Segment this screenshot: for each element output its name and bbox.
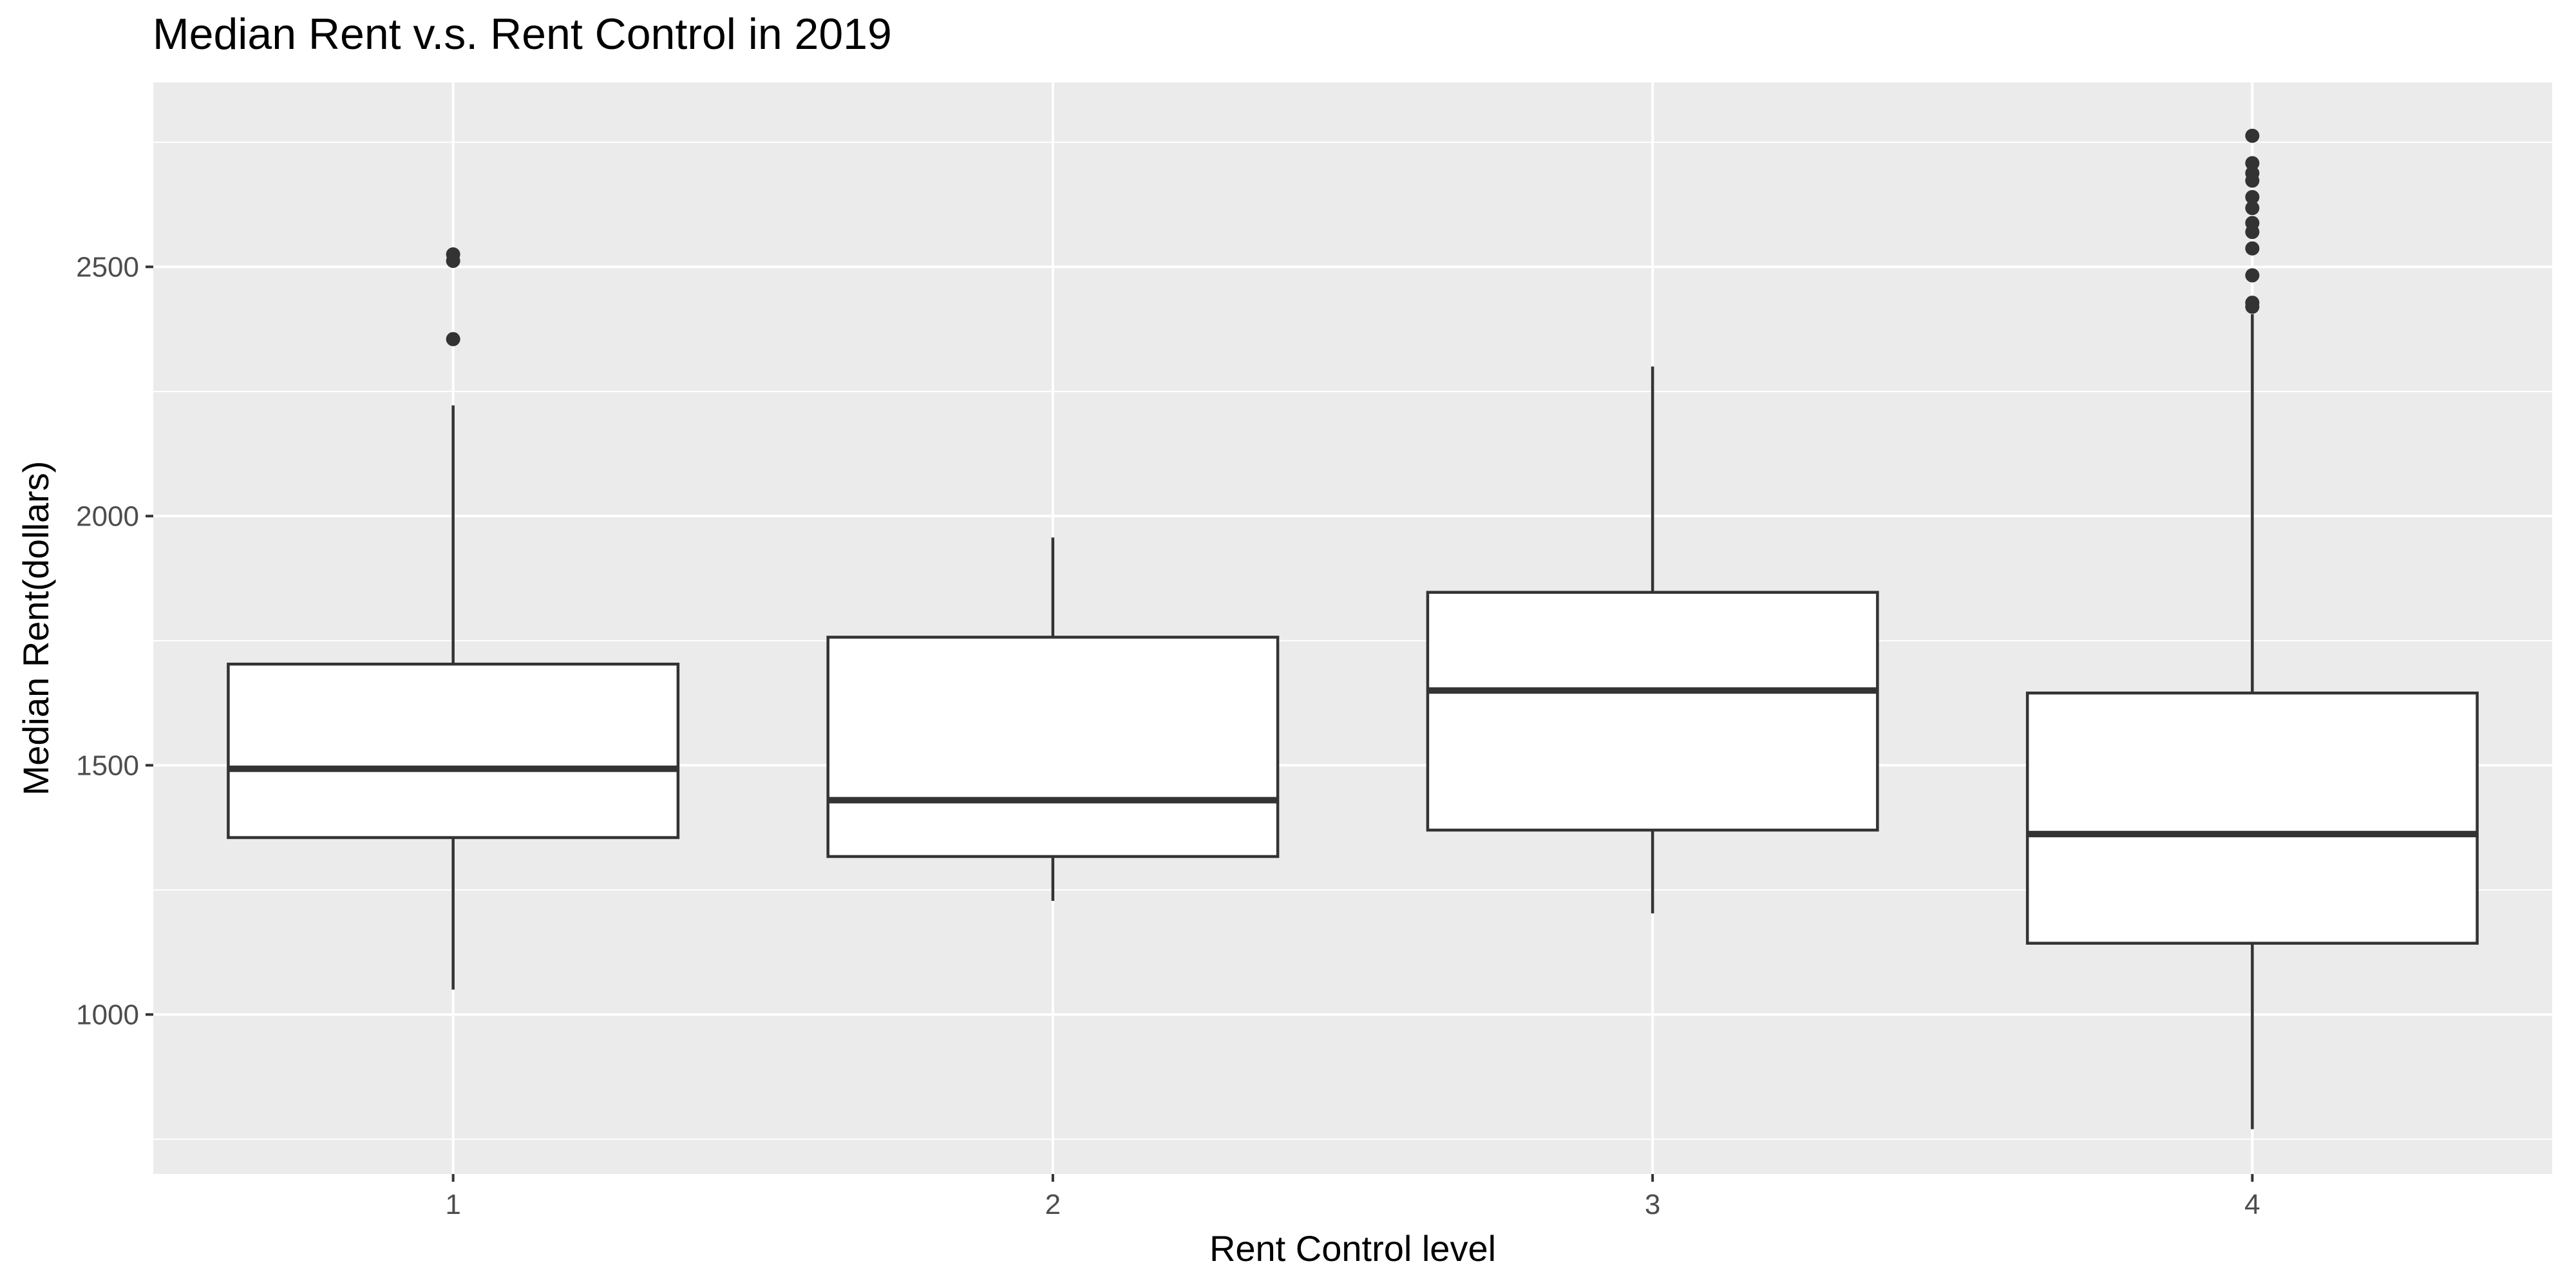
outlier-point bbox=[446, 247, 460, 262]
box-group-4 bbox=[2025, 128, 2479, 1130]
plot-panel bbox=[153, 82, 2552, 1174]
outlier-point bbox=[2245, 216, 2260, 231]
outlier-point bbox=[2245, 241, 2260, 256]
outlier-point bbox=[2245, 296, 2260, 310]
axes: 1000 1500 2000 2500 1 2 3 4 bbox=[76, 251, 2260, 1220]
y-tick-label: 2500 bbox=[76, 251, 139, 283]
boxes bbox=[227, 128, 2479, 1130]
box-group-3 bbox=[1426, 366, 1879, 914]
y-tick-label: 1500 bbox=[76, 750, 139, 781]
outlier-point bbox=[2245, 190, 2260, 205]
y-tick-label: 1000 bbox=[76, 999, 139, 1030]
y-axis-title: Median Rent(dollars) bbox=[15, 461, 56, 796]
x-tick-label: 1 bbox=[445, 1189, 460, 1220]
box-iqr bbox=[826, 636, 1280, 858]
y-tick-label: 2000 bbox=[76, 500, 139, 532]
outlier-point bbox=[446, 332, 460, 346]
outlier-point bbox=[2245, 268, 2260, 283]
outlier-point bbox=[2245, 156, 2260, 171]
x-tick-label: 2 bbox=[1045, 1189, 1061, 1220]
chart-title: Median Rent v.s. Rent Control in 2019 bbox=[153, 10, 892, 59]
box-iqr bbox=[227, 662, 680, 839]
x-tick-label: 4 bbox=[2244, 1189, 2260, 1220]
x-axis-title: Rent Control level bbox=[1209, 1228, 1496, 1269]
outlier-point bbox=[2245, 166, 2260, 180]
box-group-1 bbox=[227, 247, 680, 990]
outlier-point bbox=[2245, 128, 2260, 143]
box-iqr bbox=[1426, 591, 1879, 832]
box-group-2 bbox=[826, 537, 1280, 901]
x-tick-label: 3 bbox=[1645, 1189, 1660, 1220]
outlier-point bbox=[2245, 201, 2260, 216]
box-iqr bbox=[2025, 691, 2479, 945]
